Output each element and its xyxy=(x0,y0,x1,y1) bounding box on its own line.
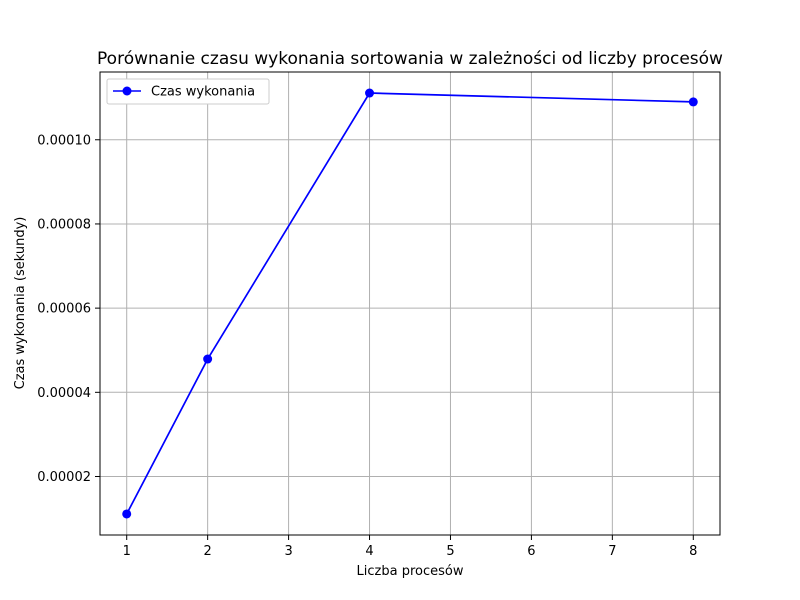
y-tick-label: 0.00010 xyxy=(37,133,91,148)
x-tick-label: 8 xyxy=(689,544,697,559)
legend-marker xyxy=(122,86,132,96)
y-tick-label: 0.00006 xyxy=(37,302,91,317)
y-tick-label: 0.00002 xyxy=(37,470,91,485)
data-point xyxy=(365,88,375,98)
legend: Czas wykonania xyxy=(106,78,270,105)
data-point xyxy=(688,97,698,107)
x-axis-label: Liczba procesów xyxy=(357,564,464,579)
data-point xyxy=(122,509,132,519)
series-line xyxy=(125,92,694,515)
chart-title: Porównanie czasu wykonania sortowania w … xyxy=(97,49,723,69)
y-axis: 0.00002 0.00004 0.00006 0.00008 0.00010 xyxy=(37,133,100,485)
x-tick-label: 4 xyxy=(365,544,373,559)
x-tick-label: 2 xyxy=(204,544,212,559)
grid xyxy=(100,72,720,535)
legend-box xyxy=(106,78,270,105)
plot-area xyxy=(99,71,721,536)
y-axis-label: Czas wykonania (sekundy) xyxy=(13,217,28,390)
x-axis: 1 2 3 4 5 6 7 8 xyxy=(123,535,697,559)
x-tick-label: 7 xyxy=(608,544,616,559)
legend-label: Czas wykonania xyxy=(151,85,255,100)
data-point xyxy=(203,354,213,364)
x-tick-label: 1 xyxy=(123,544,131,559)
series-layer xyxy=(122,88,698,519)
y-tick-label: 0.00008 xyxy=(37,217,91,232)
x-tick-label: 5 xyxy=(446,544,454,559)
x-tick-label: 6 xyxy=(527,544,535,559)
y-tick-label: 0.00004 xyxy=(37,386,91,401)
x-tick-label: 3 xyxy=(284,544,292,559)
